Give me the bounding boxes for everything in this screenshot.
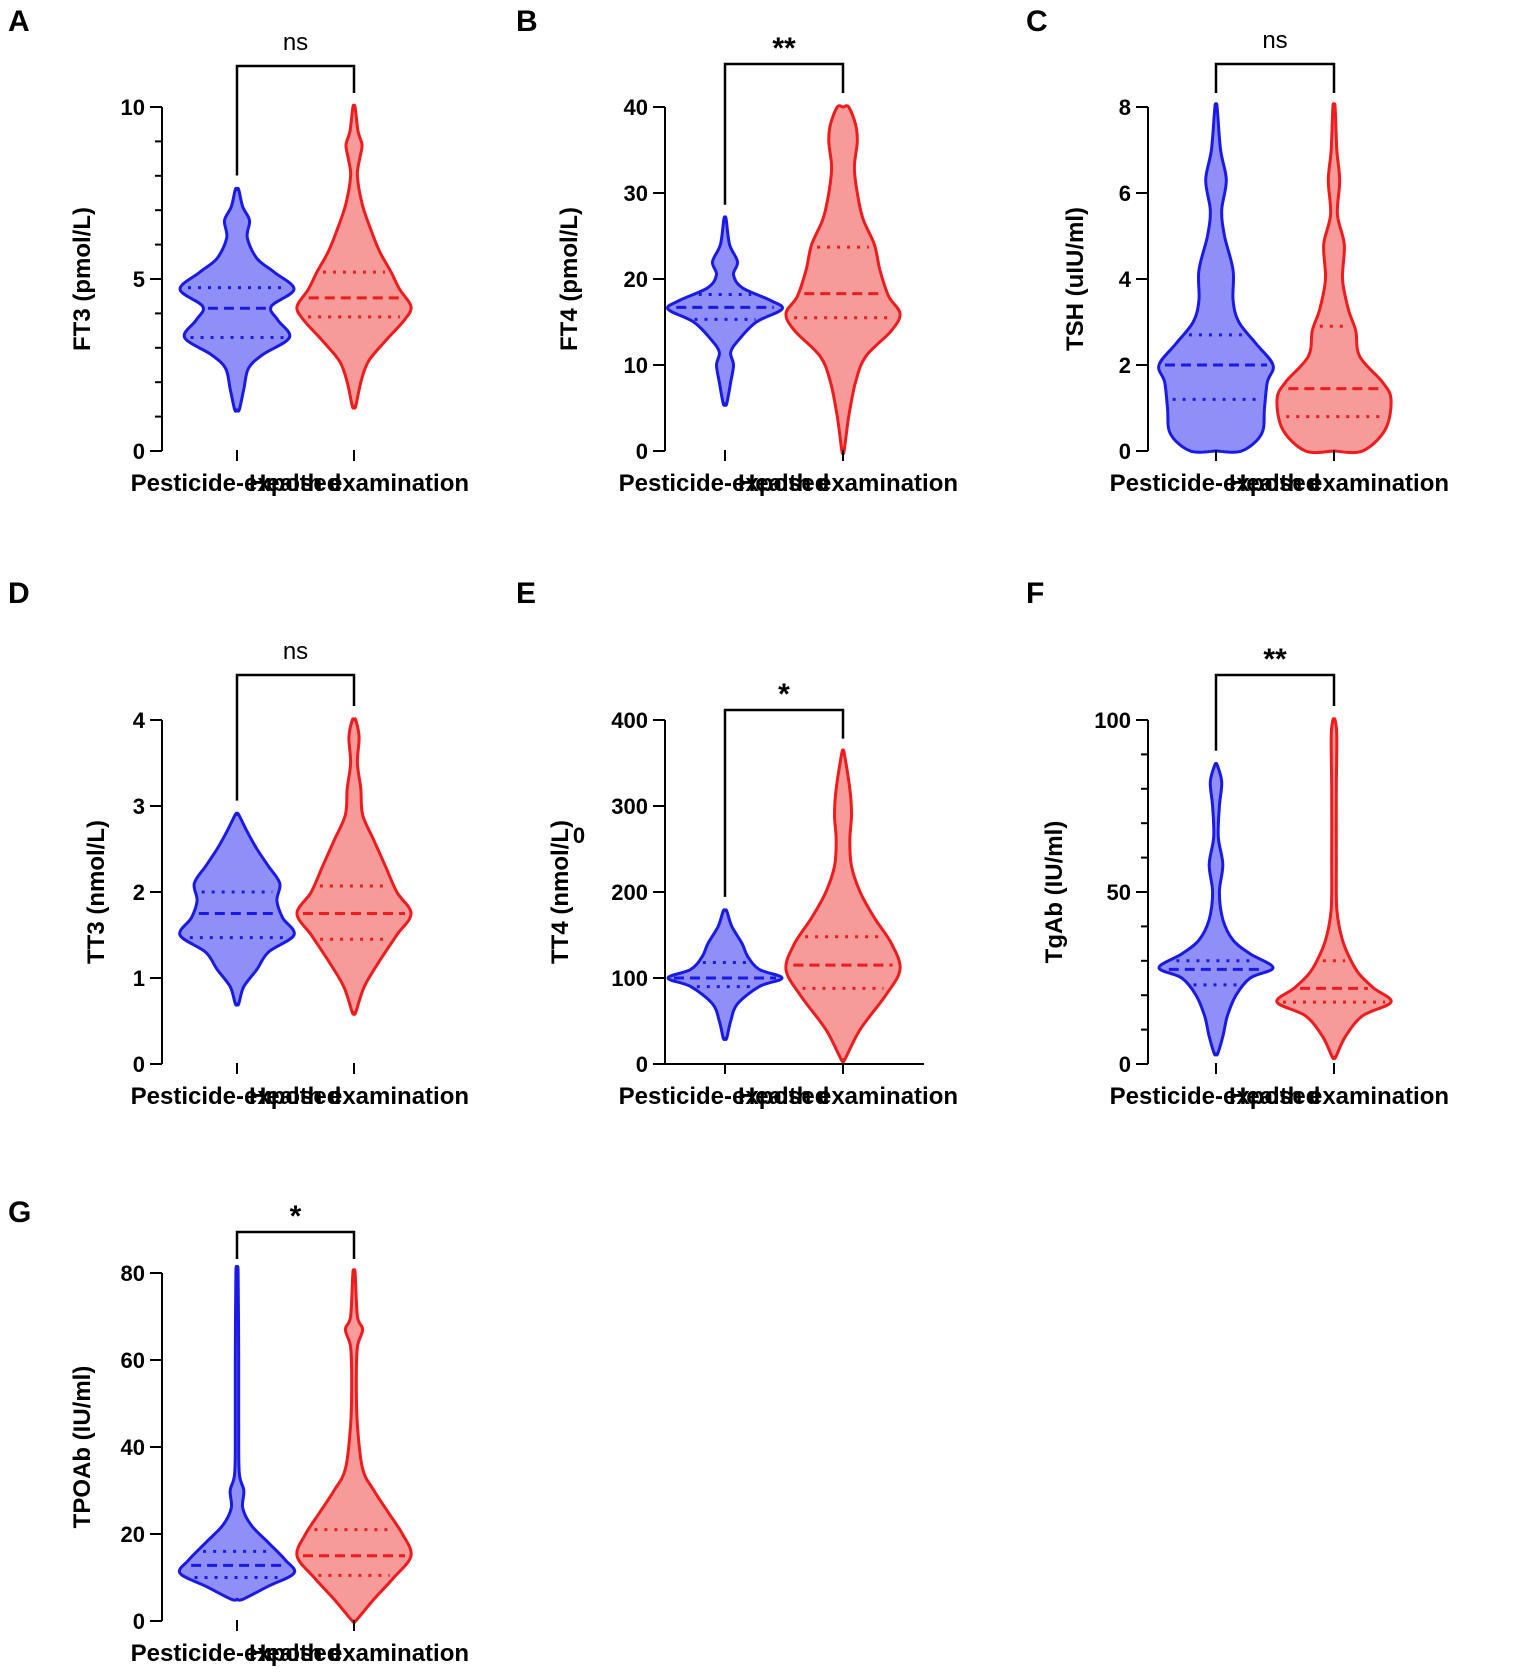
significance-label: ** xyxy=(1263,643,1287,676)
y-tick-label: 0 xyxy=(1119,1052,1131,1077)
violin-pesticide xyxy=(666,215,784,407)
y-tick-label: 300 xyxy=(611,794,648,819)
violin-health xyxy=(784,104,902,456)
panel-letter: D xyxy=(8,577,30,610)
y-tick-label: 10 xyxy=(624,353,648,378)
panel-c: C 0 2 4 6 8 TSH (uIU/ml) Pesticide-exposedHealt… xyxy=(1026,5,1449,497)
y-tick-label: 0 xyxy=(636,439,648,464)
significance-label: * xyxy=(290,1200,302,1233)
y-axis-title: TT3 (nmol/L) xyxy=(83,820,110,964)
violin-health xyxy=(1275,717,1393,1061)
significance-bracket xyxy=(235,1230,356,1259)
y-tick-label: 40 xyxy=(624,95,648,120)
y-tick-label: 20 xyxy=(624,267,648,292)
y-tick-label: 60 xyxy=(121,1348,145,1373)
y-tick-label: 40 xyxy=(121,1435,145,1460)
x-category-label: Health examination xyxy=(249,1083,469,1110)
panel-letter: A xyxy=(8,5,30,38)
panel-b: B 0 10 20 30 40 FT4 (pmol/L) Pesticide-exposedH… xyxy=(516,5,958,497)
y-tick-label: 4 xyxy=(1119,267,1132,292)
x-category-label: Pesticide-exposed xyxy=(131,1640,342,1667)
y-tick-label: 200 xyxy=(611,880,648,905)
y-tick-label: 2 xyxy=(1119,353,1131,378)
y-tick-label: 80 xyxy=(121,1261,145,1286)
panel-letter: F xyxy=(1026,577,1044,610)
violin-pesticide xyxy=(177,1265,297,1602)
significance-label: ns xyxy=(283,638,308,665)
x-category-label: Pesticide-exposed xyxy=(1110,470,1321,497)
panel-g: G 0 20 40 60 80 TPOAb (IU/ml) Pesticide-exposed… xyxy=(8,1196,469,1667)
x-category-label: Health examination xyxy=(249,1640,469,1667)
y-axis-title: TT4 (nmol/L) xyxy=(547,820,574,964)
significance-bracket xyxy=(1214,62,1336,93)
stray-zero-label: 0 xyxy=(573,823,585,848)
x-category-label: Health examination xyxy=(1229,1083,1449,1110)
y-tick-label: 6 xyxy=(1119,181,1131,206)
y-axis-title: FT4 (pmol/L) xyxy=(556,207,583,351)
panel-f: F 0 50 100 TgAb (IU/ml) Pesticide-exposedHeal… xyxy=(1026,577,1449,1110)
significance-label: ns xyxy=(283,29,308,56)
x-category-label: Pesticide-exposed xyxy=(131,470,342,497)
violin-pesticide xyxy=(666,908,784,1041)
y-tick-label: 100 xyxy=(1094,708,1131,733)
significance-label: ** xyxy=(772,32,796,65)
y-tick-label: 0 xyxy=(133,439,145,464)
significance-bracket xyxy=(723,62,845,205)
y-tick-label: 20 xyxy=(121,1522,145,1547)
significance-bracket xyxy=(235,673,356,801)
y-tick-label: 0 xyxy=(133,1052,145,1077)
panel-d: D 0 1 2 3 4 TT3 (nmol/L) Pesticide-exposedHealt… xyxy=(8,577,469,1110)
violin-health xyxy=(295,1268,413,1625)
y-axis-title: FT3 (pmol/L) xyxy=(69,207,96,351)
significance-bracket xyxy=(1214,673,1336,751)
y-tick-label: 30 xyxy=(624,181,648,206)
y-tick-label: 400 xyxy=(611,708,648,733)
significance-bracket xyxy=(723,708,845,897)
violin-health xyxy=(784,748,902,1064)
x-category-label: Pesticide-exposed xyxy=(131,1083,342,1110)
y-tick-label: 0 xyxy=(133,1609,145,1634)
y-tick-label: 5 xyxy=(133,267,145,292)
panel-letter: C xyxy=(1026,5,1048,38)
x-category-label: Health examination xyxy=(1229,470,1449,497)
y-tick-label: 4 xyxy=(133,708,146,733)
violin-pesticide xyxy=(1157,761,1275,1057)
y-tick-label: 3 xyxy=(133,794,145,819)
panel-letter: B xyxy=(516,5,538,38)
y-tick-label: 8 xyxy=(1119,95,1131,120)
y-tick-label: 1 xyxy=(133,966,145,991)
violin-health xyxy=(1275,102,1393,455)
panel-letter: G xyxy=(8,1196,31,1229)
violin-pesticide xyxy=(178,186,296,413)
panel-letter: E xyxy=(516,577,536,610)
y-tick-label: 10 xyxy=(121,95,145,120)
x-category-label: Health examination xyxy=(738,470,958,497)
x-category-label: Pesticide-exposed xyxy=(619,470,830,497)
y-tick-label: 0 xyxy=(636,1052,648,1077)
panel-e: E 0 100 200 300 400 TT4 (nmol/L) Pesticide-expo… xyxy=(516,577,958,1110)
x-category-label: Pesticide-exposed xyxy=(619,1083,830,1110)
x-category-label: Health examination xyxy=(738,1083,958,1110)
y-tick-label: 50 xyxy=(1107,880,1131,905)
y-axis-title: TSH (uIU/ml) xyxy=(1062,207,1089,351)
panel-a: A 0 5 10 FT3 (pmol/L) Pesticide-exposedHealth… xyxy=(8,5,469,497)
significance-label: ns xyxy=(1262,27,1287,54)
y-tick-label: 100 xyxy=(611,966,648,991)
significance-label: * xyxy=(778,678,790,711)
y-axis-title: TgAb (IU/ml) xyxy=(1041,821,1068,964)
violin-pesticide xyxy=(178,811,296,1007)
x-category-label: Pesticide-exposed xyxy=(1110,1083,1321,1110)
y-tick-label: 0 xyxy=(1119,439,1131,464)
significance-bracket xyxy=(235,64,356,176)
x-category-label: Health examination xyxy=(249,470,469,497)
violin-health xyxy=(295,103,413,410)
y-axis-title: TPOAb (IU/ml) xyxy=(69,1366,96,1529)
y-tick-label: 2 xyxy=(133,880,145,905)
